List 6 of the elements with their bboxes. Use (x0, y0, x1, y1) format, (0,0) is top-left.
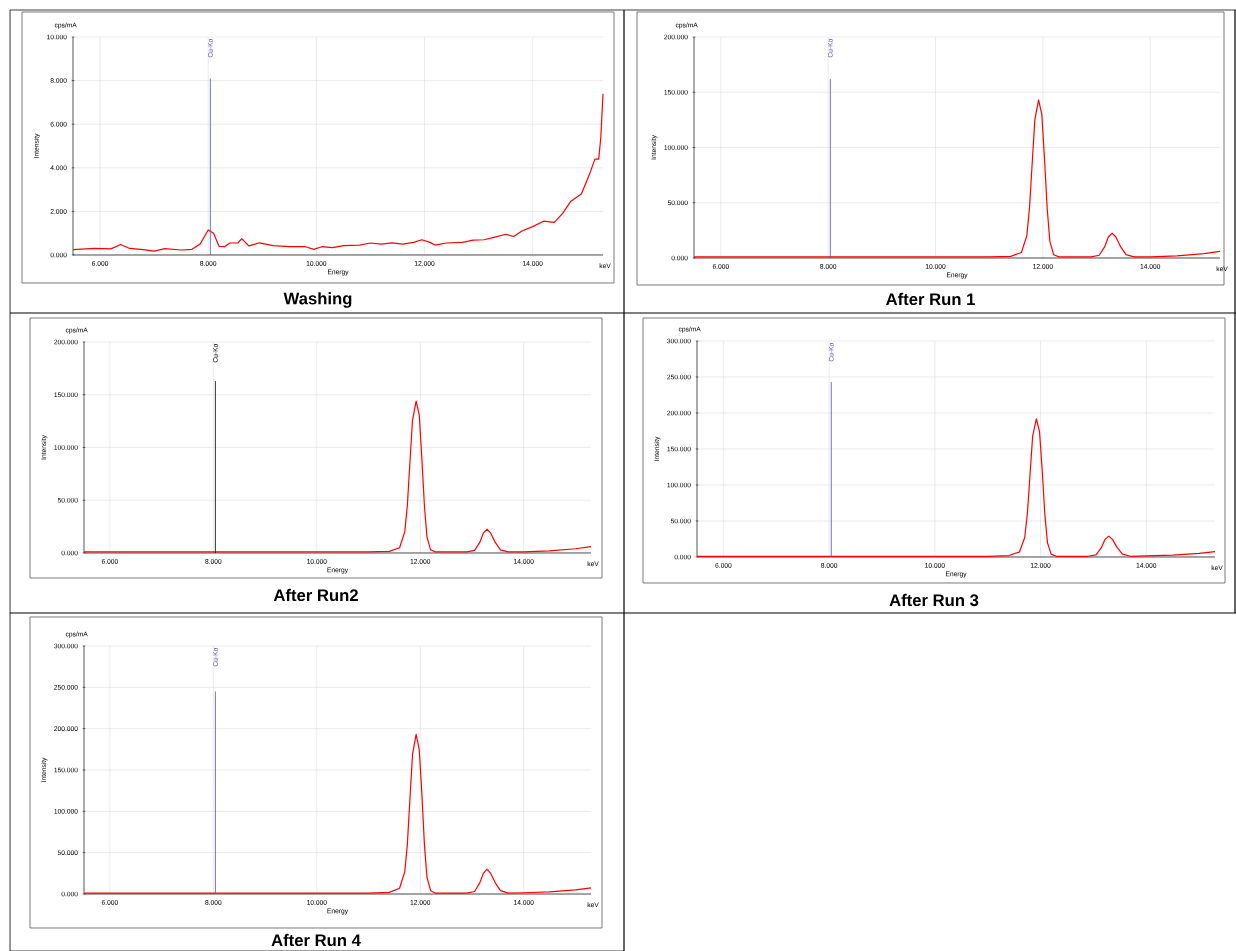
line-series (72, 93, 604, 252)
text: Washing (283, 292, 352, 308)
text: After Run 4 (271, 933, 361, 947)
text: After Run 1 (886, 292, 975, 306)
text: After Run 3 (889, 593, 979, 607)
text: After Run2 (273, 588, 358, 602)
